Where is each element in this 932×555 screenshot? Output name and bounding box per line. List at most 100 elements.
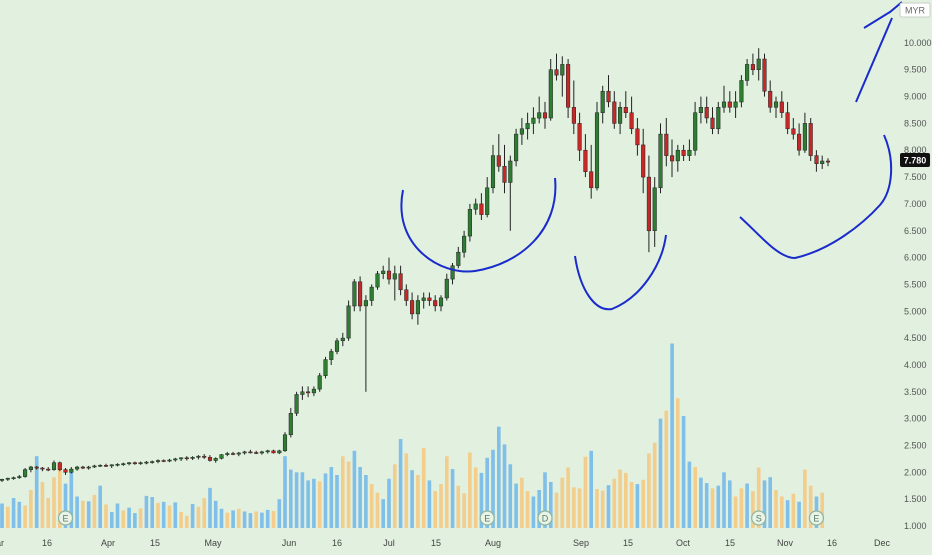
- candle-body: [665, 134, 669, 156]
- candlestick: [497, 134, 501, 172]
- candlestick: [722, 86, 726, 113]
- volume-bar: [532, 497, 536, 529]
- volume-bar: [422, 448, 426, 528]
- volume-bar: [12, 498, 16, 528]
- candlestick: [6, 478, 10, 481]
- volume-bar: [41, 482, 45, 528]
- event-marker[interactable]: E: [480, 511, 494, 525]
- volume-bar: [416, 475, 420, 528]
- candle-body: [740, 81, 744, 103]
- candlestick: [647, 156, 651, 253]
- volume-bar: [145, 496, 149, 528]
- volume-bar: [278, 499, 282, 528]
- candle-body: [803, 123, 807, 150]
- volume-bar: [162, 502, 166, 528]
- candle-body: [98, 465, 102, 466]
- volume-bar: [428, 480, 432, 528]
- candlestick: [330, 349, 334, 365]
- candle-body: [491, 156, 495, 188]
- y-tick-label: 2.500: [904, 441, 927, 451]
- volume-bar: [168, 506, 172, 528]
- volume-bar: [179, 512, 183, 528]
- volume-bar: [231, 510, 235, 528]
- candlestick: [745, 59, 749, 86]
- candle-body: [110, 465, 114, 466]
- candle-body: [93, 466, 97, 467]
- candle-body: [682, 150, 686, 155]
- candlestick: [809, 118, 813, 161]
- candle-body: [341, 338, 345, 341]
- candlestick: [312, 386, 316, 396]
- candlestick: [231, 452, 235, 455]
- candlestick: [98, 464, 102, 467]
- candle-body: [295, 395, 299, 414]
- candle-body: [584, 150, 588, 172]
- candlestick: [197, 455, 201, 459]
- volume-bar: [335, 475, 339, 528]
- candle-body: [734, 102, 738, 107]
- candlestick: [688, 140, 692, 162]
- candle-body: [133, 463, 137, 464]
- volume-bar: [98, 486, 102, 528]
- candlestick: [393, 266, 397, 301]
- candle-body: [335, 341, 339, 352]
- candle-body: [23, 470, 27, 477]
- volume-bar: [29, 490, 33, 528]
- candlestick: [41, 467, 45, 471]
- volume-bar: [46, 498, 50, 528]
- x-tick-label: 15: [150, 538, 160, 548]
- event-marker-label: S: [756, 514, 762, 524]
- candlestick: [58, 462, 62, 472]
- volume-bar: [289, 470, 293, 528]
- event-marker[interactable]: S: [752, 511, 766, 525]
- candle-body: [462, 236, 466, 252]
- x-tick-label: Mar: [0, 538, 4, 548]
- volume-bar: [647, 454, 651, 529]
- candlestick: [462, 231, 466, 258]
- volume-bar: [520, 478, 524, 528]
- candle-body: [6, 478, 10, 479]
- volume-bar: [462, 493, 466, 528]
- candlestick: [491, 145, 495, 193]
- event-markers: EEDSED: [59, 511, 932, 525]
- candlestick: [249, 450, 253, 454]
- y-tick-label: 7.000: [904, 199, 927, 209]
- volume-bar: [618, 470, 622, 528]
- volume-bar: [665, 411, 669, 528]
- x-tick-label: Jun: [282, 538, 297, 548]
- volume-bar: [116, 504, 120, 529]
- candlestick: [826, 158, 830, 166]
- candlestick: [670, 140, 674, 178]
- candlestick: [306, 386, 310, 397]
- volume-bar: [641, 480, 645, 528]
- candle-body: [330, 352, 334, 360]
- candlestick: [561, 56, 565, 96]
- candle-body: [433, 301, 437, 306]
- y-tick-label: 6.000: [904, 253, 927, 263]
- candlestick: [12, 477, 16, 480]
- event-marker[interactable]: E: [59, 511, 73, 525]
- candle-body: [601, 91, 605, 113]
- event-marker-label: E: [813, 514, 819, 524]
- candlestick: [514, 129, 518, 167]
- candle-body: [116, 464, 120, 465]
- event-marker[interactable]: D: [538, 511, 552, 525]
- candlestick: [364, 295, 368, 392]
- y-tick-label: 5.500: [904, 279, 927, 289]
- event-marker-label: E: [484, 514, 490, 524]
- candle-body: [35, 467, 39, 468]
- volume-bar: [318, 481, 322, 528]
- candle-body: [387, 271, 391, 279]
- y-tick-label: 7.500: [904, 172, 927, 182]
- candlestick: [272, 450, 276, 454]
- candlestick: [734, 91, 738, 118]
- candle-body: [624, 107, 628, 112]
- candlestick: [347, 301, 351, 341]
- event-marker[interactable]: E: [809, 511, 823, 525]
- candle-body: [497, 156, 501, 167]
- candlestick: [18, 475, 22, 479]
- volume-bar: [803, 470, 807, 528]
- candlestick: [52, 461, 56, 471]
